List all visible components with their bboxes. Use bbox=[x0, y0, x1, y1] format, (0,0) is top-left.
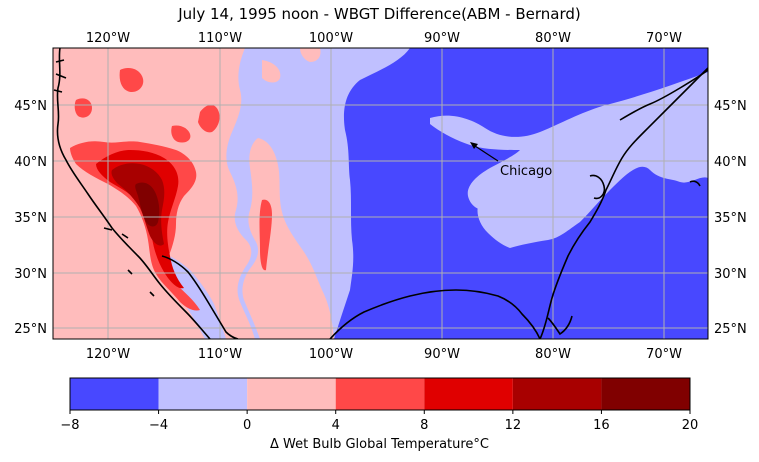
colorbar-tick-label: 0 bbox=[243, 418, 251, 433]
lat-labels-right: 45°N 40°N 35°N 30°N 25°N bbox=[714, 99, 747, 337]
colorbar-bin bbox=[424, 378, 513, 410]
colorbar-bin bbox=[70, 378, 159, 410]
field-red-north-2 bbox=[198, 104, 220, 133]
lat-label-right: 35°N bbox=[714, 211, 747, 226]
field-red-west bbox=[74, 98, 92, 118]
field-pink-stripe bbox=[262, 60, 281, 83]
map-frame bbox=[52, 47, 709, 340]
lat-label-left: 45°N bbox=[14, 99, 47, 114]
colorbar-frame bbox=[69, 377, 691, 411]
lon-label-bottom: 70°W bbox=[646, 347, 682, 362]
colorbar-tick-label: 8 bbox=[420, 418, 428, 433]
field-darkest bbox=[135, 182, 160, 227]
colorbar-tick-label: 4 bbox=[332, 418, 340, 433]
lon-label-bottom: 100°W bbox=[309, 347, 353, 362]
lon-label-bottom: 80°W bbox=[535, 347, 571, 362]
lat-label-left: 40°N bbox=[14, 155, 47, 170]
lon-labels-bottom: 120°W 110°W 100°W 90°W 80°W 70°W bbox=[86, 347, 682, 362]
colorbar-bin bbox=[512, 378, 602, 410]
field-pink-central bbox=[242, 138, 334, 339]
colorbar: −8 −4 0 4 8 12 16 20 bbox=[60, 377, 699, 433]
field-light-blue-northeast bbox=[430, 72, 708, 211]
colorbar-tick-label: 16 bbox=[593, 418, 610, 433]
lon-label-bottom: 90°W bbox=[424, 347, 460, 362]
field-red-north-3 bbox=[171, 125, 191, 143]
field-pink-patch bbox=[300, 48, 321, 62]
lon-label-top: 80°W bbox=[535, 31, 571, 46]
lon-labels-top: 120°W 110°W 100°W 90°W 80°W 70°W bbox=[86, 31, 682, 46]
colorbar-bin bbox=[158, 378, 248, 410]
colorbar-tick-label: −8 bbox=[60, 418, 79, 433]
lon-label-top: 70°W bbox=[646, 31, 682, 46]
colorbar-label: Δ Wet Bulb Global Temperature°C bbox=[269, 437, 490, 452]
lat-label-right: 45°N bbox=[714, 99, 747, 114]
colorbar-tick-label: −4 bbox=[149, 418, 168, 433]
lon-label-bottom: 120°W bbox=[86, 347, 130, 362]
colorbar-bin bbox=[601, 378, 690, 410]
lat-label-right: 40°N bbox=[714, 155, 747, 170]
field-red-north-1 bbox=[119, 68, 144, 92]
lat-label-left: 25°N bbox=[14, 322, 47, 337]
colorbar-bin bbox=[247, 378, 336, 410]
lat-label-right: 25°N bbox=[714, 322, 747, 337]
lat-labels-left: 45°N 40°N 35°N 30°N 25°N bbox=[14, 99, 47, 337]
map-title: July 14, 1995 noon - WBGT Difference(ABM… bbox=[178, 5, 581, 23]
gridlines bbox=[53, 48, 708, 339]
map-panel: Chicago bbox=[53, 48, 708, 339]
lat-label-left: 35°N bbox=[14, 211, 47, 226]
lat-label-right: 30°N bbox=[714, 267, 747, 282]
lat-label-left: 30°N bbox=[14, 267, 47, 282]
colorbar-bin bbox=[335, 378, 425, 410]
annotation-arrow bbox=[471, 143, 499, 162]
annotation-label: Chicago bbox=[500, 164, 552, 179]
lon-label-top: 100°W bbox=[309, 31, 353, 46]
lon-label-top: 120°W bbox=[86, 31, 130, 46]
lon-label-bottom: 110°W bbox=[198, 347, 242, 362]
lon-label-top: 90°W bbox=[424, 31, 460, 46]
colorbar-tick-label: 20 bbox=[682, 418, 699, 433]
annotation-arrowhead bbox=[470, 142, 478, 149]
coastlines bbox=[53, 48, 708, 339]
lon-label-top: 110°W bbox=[198, 31, 242, 46]
colorbar-tick-label: 12 bbox=[505, 418, 522, 433]
